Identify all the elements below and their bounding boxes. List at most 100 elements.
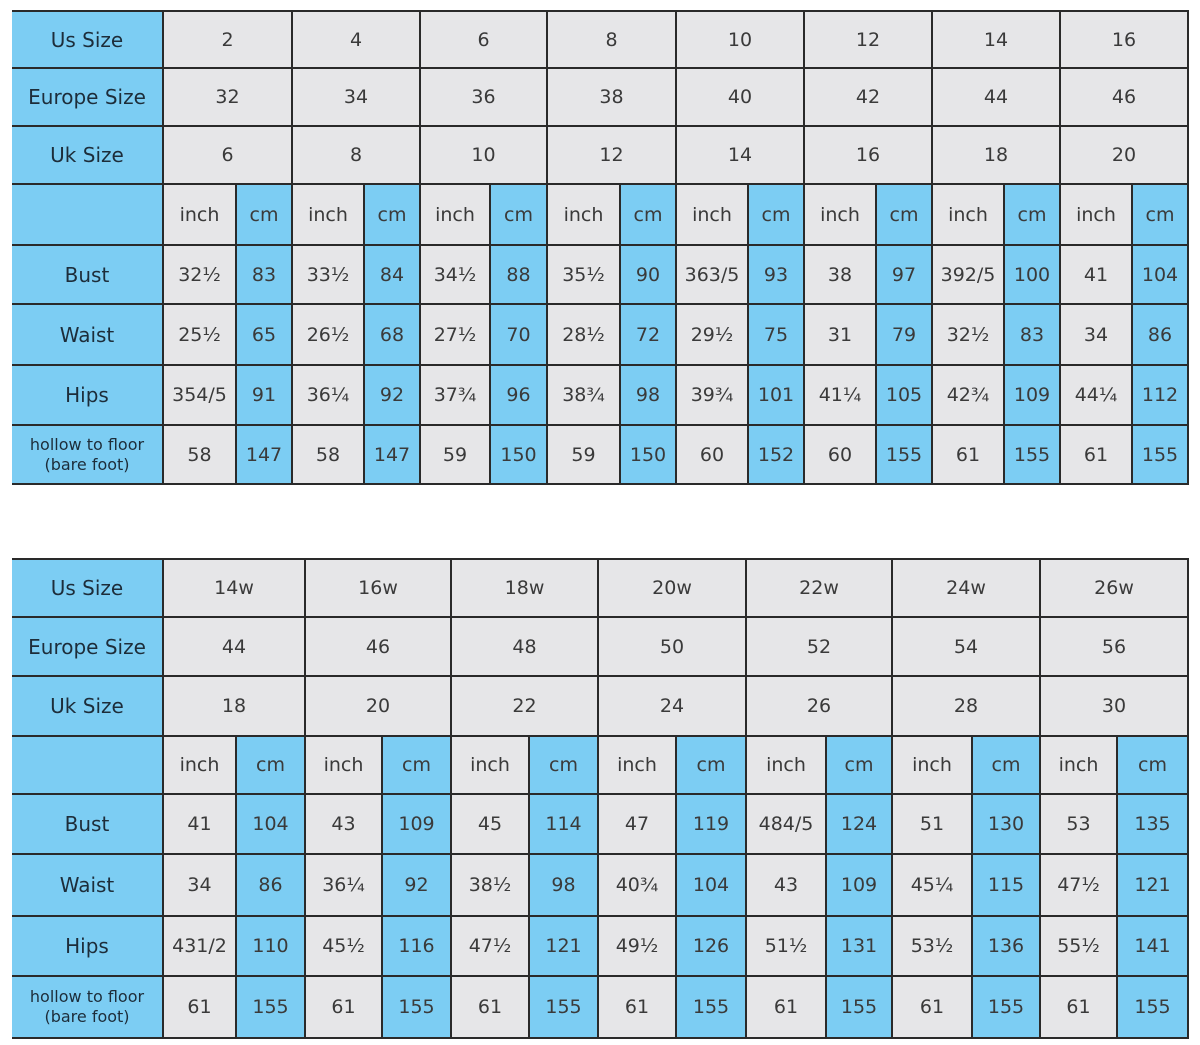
hips-row: Hips 354/5 91 36¼ 92 37¾ 96 38¾ 98 39¾ 101 41¼ 105 42… <box>12 364 1189 426</box>
unit-cm-label: cm <box>528 735 599 795</box>
size-cell: 38 <box>546 67 677 127</box>
unit-inch-label: inch <box>450 735 530 795</box>
cm-value: 70 <box>489 303 548 366</box>
unit-header-row: inch cm inch cm inch cm inch cm inch cm inch cm inch… <box>12 183 1189 246</box>
size-cell: 8 <box>546 10 677 69</box>
cm-value: 65 <box>235 303 293 366</box>
cm-value: 119 <box>675 793 747 855</box>
row-label: hollow to floor (bare foot) <box>12 975 164 1039</box>
row-label-empty <box>12 183 164 246</box>
row-label: hollow to floor (bare foot) <box>12 424 164 485</box>
inch-value: 53½ <box>891 915 973 977</box>
unit-cm-label: cm <box>1131 183 1189 246</box>
cm-value: 135 <box>1116 793 1189 855</box>
size-cell: 16 <box>803 125 933 185</box>
cm-value: 155 <box>971 975 1041 1039</box>
unit-inch-label: inch <box>162 735 237 795</box>
size-cell: 14w <box>162 558 306 618</box>
inch-value: 47 <box>597 793 677 855</box>
size-cell: 18 <box>162 675 306 737</box>
cm-value: 121 <box>528 915 599 977</box>
inch-value: 45 <box>450 793 530 855</box>
size-cell: 2 <box>162 10 293 69</box>
row-label: Bust <box>12 244 164 305</box>
inch-value: 59 <box>419 424 491 485</box>
inch-value: 53 <box>1039 793 1118 855</box>
us-size-row: Us Size 14w 16w 18w 20w 22w 24w 26w <box>12 558 1189 618</box>
size-cell: 46 <box>1059 67 1189 127</box>
inch-value: 58 <box>162 424 237 485</box>
inch-value: 392/5 <box>931 244 1005 305</box>
cm-value: 147 <box>363 424 421 485</box>
cm-value: 86 <box>1131 303 1189 366</box>
cm-value: 68 <box>363 303 421 366</box>
cm-value: 92 <box>381 853 452 917</box>
size-cell: 44 <box>162 616 306 677</box>
unit-cm-label: cm <box>619 183 677 246</box>
inch-value: 34 <box>1059 303 1133 366</box>
cm-value: 130 <box>971 793 1041 855</box>
unit-cm-label: cm <box>489 183 548 246</box>
hollow-to-floor-row: hollow to floor (bare foot) 58 147 58 147 59 15… <box>12 424 1189 485</box>
unit-inch-label: inch <box>891 735 973 795</box>
cm-value: 93 <box>747 244 805 305</box>
size-cell: 40 <box>675 67 805 127</box>
row-label: Waist <box>12 303 164 366</box>
cm-value: 91 <box>235 364 293 426</box>
size-cell: 10 <box>675 10 805 69</box>
cm-value: 150 <box>619 424 677 485</box>
cm-value: 98 <box>528 853 599 917</box>
size-cell: 18w <box>450 558 599 618</box>
size-cell: 44 <box>931 67 1061 127</box>
cm-value: 100 <box>1003 244 1061 305</box>
size-cell: 14 <box>931 10 1061 69</box>
size-cell: 30 <box>1039 675 1189 737</box>
unit-cm-label: cm <box>875 183 933 246</box>
inch-value: 32½ <box>931 303 1005 366</box>
inch-value: 34½ <box>419 244 491 305</box>
cm-value: 121 <box>1116 853 1189 917</box>
inch-value: 61 <box>891 975 973 1039</box>
size-cell: 46 <box>304 616 452 677</box>
inch-value: 38¾ <box>546 364 621 426</box>
size-cell: 56 <box>1039 616 1189 677</box>
cm-value: 75 <box>747 303 805 366</box>
inch-value: 59 <box>546 424 621 485</box>
cm-value: 115 <box>971 853 1041 917</box>
size-cell: 20 <box>1059 125 1189 185</box>
hips-row: Hips 431/2 110 45½ 116 47½ 121 49½ 126 51½ 131 53½ 1… <box>12 915 1189 977</box>
us-size-row: Us Size 2 4 6 8 10 12 14 16 <box>12 10 1189 69</box>
cm-value: 104 <box>675 853 747 917</box>
cm-value: 96 <box>489 364 548 426</box>
inch-value: 32½ <box>162 244 237 305</box>
cm-value: 101 <box>747 364 805 426</box>
cm-value: 155 <box>825 975 893 1039</box>
unit-cm-label: cm <box>363 183 421 246</box>
inch-value: 39¾ <box>675 364 749 426</box>
size-cell: 8 <box>291 125 421 185</box>
size-cell: 4 <box>291 10 421 69</box>
bust-row: Bust 32½ 83 33½ 84 34½ 88 35½ 90 363/5 93 38 97 392/5… <box>12 244 1189 305</box>
cm-value: 84 <box>363 244 421 305</box>
inch-value: 43 <box>304 793 383 855</box>
bust-row: Bust 41 104 43 109 45 114 47 119 484/5 124 51 130 53 1… <box>12 793 1189 855</box>
inch-value: 51 <box>891 793 973 855</box>
unit-inch-label: inch <box>675 183 749 246</box>
size-cell: 22w <box>745 558 893 618</box>
inch-value: 41¼ <box>803 364 877 426</box>
cm-value: 72 <box>619 303 677 366</box>
inch-value: 38½ <box>450 853 530 917</box>
inch-value: 45¼ <box>891 853 973 917</box>
cm-value: 155 <box>1131 424 1189 485</box>
unit-inch-label: inch <box>1039 735 1118 795</box>
unit-inch-label: inch <box>803 183 877 246</box>
size-cell: 18 <box>931 125 1061 185</box>
cm-value: 155 <box>381 975 452 1039</box>
cm-value: 155 <box>1003 424 1061 485</box>
cm-value: 109 <box>381 793 452 855</box>
europe-size-row: Europe Size 32 34 36 38 40 42 44 46 <box>12 67 1189 127</box>
inch-value: 49½ <box>597 915 677 977</box>
cm-value: 86 <box>235 853 306 917</box>
inch-value: 61 <box>304 975 383 1039</box>
row-label: Us Size <box>12 10 164 69</box>
